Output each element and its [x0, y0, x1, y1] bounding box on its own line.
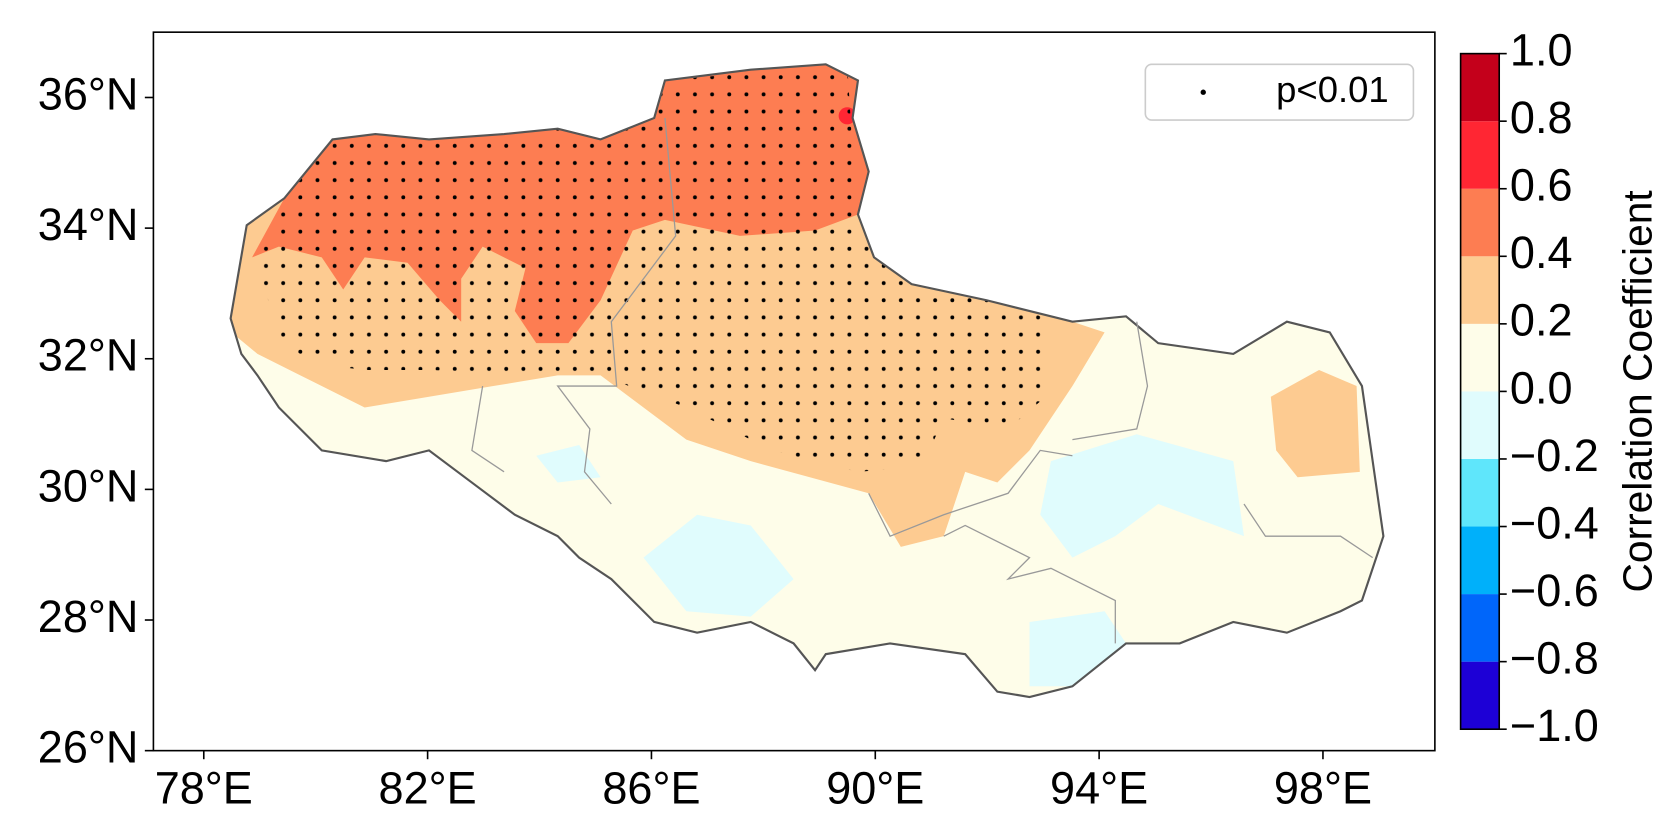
colorbar-tick-label: −0.2	[1510, 430, 1599, 481]
colorbar-bin	[1460, 53, 1500, 122]
colorbar-bin	[1460, 458, 1500, 527]
colorbar-bin	[1460, 256, 1500, 324]
legend-label: p<0.01	[1276, 69, 1388, 110]
legend-box	[1144, 63, 1415, 121]
colorbar-bin	[1460, 661, 1500, 730]
region-minus-0-2-0	[1029, 611, 1127, 687]
colorbar-bin	[1460, 391, 1500, 459]
colorbar-tick-label: 0.2	[1510, 295, 1573, 346]
plateau-outline	[229, 63, 1385, 699]
y-tick-label: 26°N	[38, 722, 139, 773]
y-tick-label: 34°N	[38, 199, 139, 250]
x-tick-label: 78°E	[155, 762, 253, 813]
colorbar-bin	[1460, 323, 1500, 392]
x-tick-label: 90°E	[826, 762, 924, 813]
x-tick-label: 98°E	[1274, 762, 1372, 813]
colorbar-tick-label: 0.6	[1510, 160, 1573, 211]
x-tick-label: 82°E	[379, 762, 477, 813]
significance-stipple	[257, 64, 1051, 472]
colorbar-bin	[1460, 526, 1500, 595]
region-minus-0-2-0	[536, 445, 601, 483]
colorbar-tick-label: 0.0	[1510, 362, 1573, 413]
colorbar-tick-label: −1.0	[1510, 700, 1599, 751]
colorbar-tick-label: 1.0	[1510, 25, 1573, 76]
colorbar-tick-label: −0.6	[1510, 565, 1599, 616]
colorbar-tick-label: 0.8	[1510, 92, 1573, 143]
y-tick-label: 30°N	[38, 460, 139, 511]
region-0-2-0-4	[1270, 369, 1360, 478]
y-tick-label: 32°N	[38, 330, 139, 381]
colorbar-tick-label: 0.4	[1510, 227, 1573, 278]
region-minus-0-2-0	[1040, 434, 1244, 558]
y-tick-label: 36°N	[38, 68, 139, 119]
region-minus-0-2-0	[643, 514, 794, 617]
legend-marker	[1200, 89, 1206, 95]
colorbar-label: Correlation Coefficient	[1615, 190, 1661, 593]
colorbar-bin	[1460, 121, 1500, 189]
y-tick-label: 28°N	[38, 591, 139, 642]
sub-boundaries	[471, 117, 1374, 644]
x-tick-label: 94°E	[1050, 762, 1148, 813]
colorbar-tick-label: −0.4	[1510, 497, 1599, 548]
colorbar-tick-label: −0.8	[1510, 633, 1599, 684]
colorbar-bin	[1460, 594, 1500, 662]
plot-frame	[152, 31, 1436, 752]
x-tick-label: 86°E	[602, 762, 700, 813]
colorbar-bin	[1460, 188, 1500, 257]
